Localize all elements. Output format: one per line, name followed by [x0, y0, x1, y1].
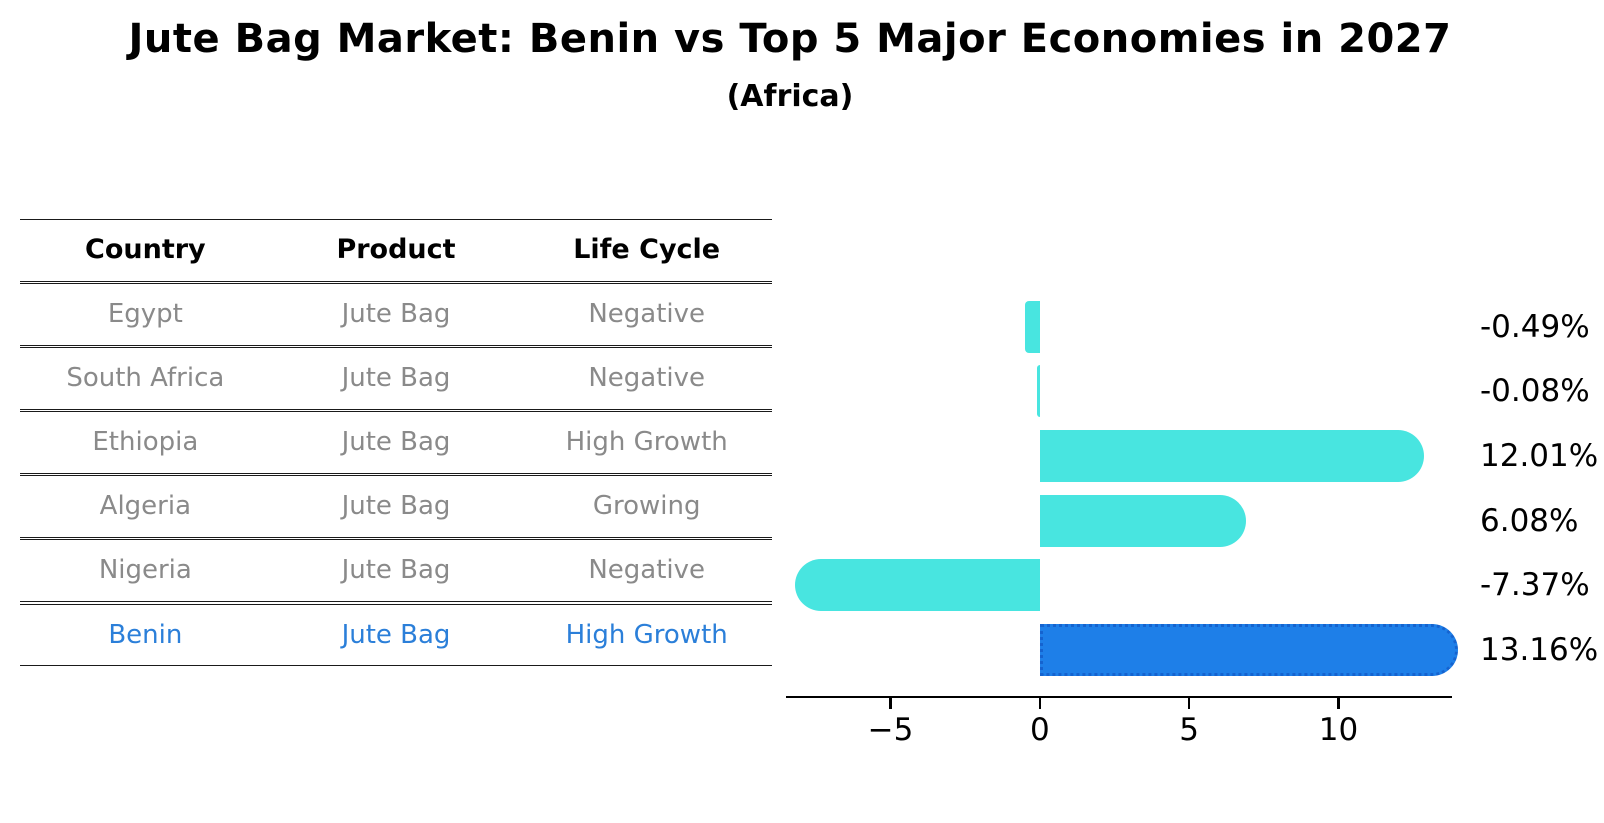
- table-header-row: Country Product Life Cycle: [20, 219, 772, 282]
- x-axis-tick: [1038, 697, 1042, 709]
- table-row-ethiopia: Ethiopia Jute Bag High Growth: [20, 411, 772, 474]
- x-axis-tick-label: 0: [1029, 711, 1050, 748]
- bar-egypt: [1025, 300, 1040, 353]
- life-cycle-cell: High Growth: [565, 619, 728, 650]
- value-label: -0.49%: [1480, 308, 1590, 345]
- table-header-cell: Product: [336, 234, 456, 265]
- chart-title: Jute Bag Market: Benin vs Top 5 Major Ec…: [128, 16, 1452, 62]
- country-cell: Benin: [108, 619, 183, 650]
- bar-benin: [1039, 624, 1458, 676]
- product-cell: Jute Bag: [341, 491, 451, 522]
- value-label: 12.01%: [1480, 437, 1599, 474]
- x-axis-tick-label: 10: [1318, 711, 1359, 748]
- bar-nigeria: [794, 559, 1040, 612]
- table-row-benin: Benin Jute Bag High Growth: [20, 603, 772, 667]
- x-axis-tick: [1337, 697, 1340, 709]
- x-axis-tick: [1187, 697, 1191, 709]
- country-cell: Algeria: [99, 491, 192, 522]
- life-cycle-cell: High Growth: [565, 427, 728, 458]
- country-table: Country Product Life Cycle Egypt Jute Bag Neg…: [20, 219, 772, 667]
- value-label: -0.08%: [1480, 373, 1590, 410]
- life-cycle-cell: Negative: [588, 363, 706, 394]
- chart-subtitle: (Africa): [726, 79, 854, 114]
- x-axis-tick-label: 5: [1179, 711, 1200, 748]
- x-axis-tick: [889, 697, 892, 709]
- x-axis-tick-label: −5: [867, 711, 914, 748]
- bar-algeria: [1039, 494, 1247, 547]
- table-header-cell: Country: [85, 234, 206, 265]
- product-cell: Jute Bag: [341, 363, 451, 394]
- bar-south-africa: [1037, 365, 1040, 418]
- life-cycle-cell: Negative: [588, 299, 706, 330]
- table-row-algeria: Algeria Jute Bag Growing: [20, 475, 772, 538]
- product-cell: Jute Bag: [341, 299, 451, 330]
- value-label: -7.37%: [1480, 567, 1590, 604]
- table-row-nigeria: Nigeria Jute Bag Negative: [20, 539, 772, 602]
- table-row-south-africa: South Africa Jute Bag Negative: [20, 347, 772, 410]
- country-cell: Ethiopia: [92, 427, 199, 458]
- life-cycle-cell: Growing: [592, 491, 701, 522]
- bar-ethiopia: [1039, 429, 1424, 482]
- product-cell: Jute Bag: [341, 555, 451, 586]
- value-label: 13.16%: [1480, 632, 1599, 668]
- table-header-cell: Life Cycle: [573, 234, 721, 265]
- country-cell: Egypt: [107, 299, 183, 330]
- life-cycle-cell: Negative: [588, 555, 706, 586]
- country-cell: Nigeria: [98, 555, 192, 586]
- product-cell: Jute Bag: [341, 427, 451, 458]
- value-label: 6.08%: [1480, 502, 1579, 539]
- product-cell: Jute Bag: [341, 619, 451, 650]
- x-axis-line: [786, 695, 1452, 698]
- table-row-egypt: Egypt Jute Bag Negative: [20, 283, 772, 346]
- country-cell: South Africa: [66, 363, 225, 394]
